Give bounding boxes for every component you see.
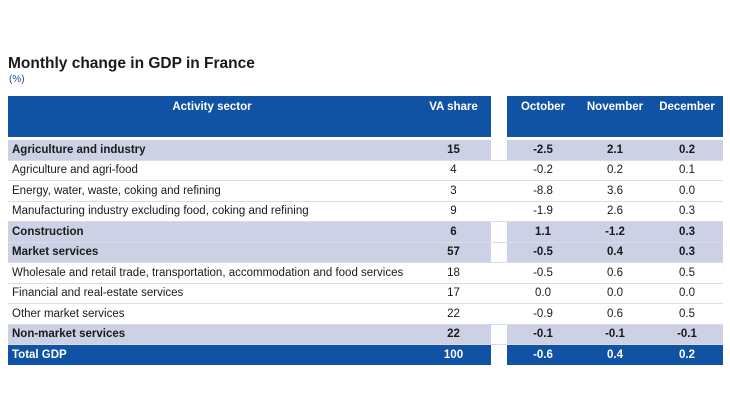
row-december: 0.5 xyxy=(651,262,723,284)
row-october: -1.9 xyxy=(507,201,579,222)
row-november: -0.1 xyxy=(579,324,651,345)
row-october: -0.1 xyxy=(507,324,579,345)
row-december: 0.2 xyxy=(651,344,723,365)
row-label: Construction xyxy=(8,221,416,243)
row-december: -0.1 xyxy=(651,324,723,345)
gdp-table: Activity sector VA share October Novembe… xyxy=(8,96,723,365)
header-october: October xyxy=(507,96,579,137)
row-share: 9 xyxy=(416,201,491,222)
header-november: November xyxy=(579,96,651,137)
row-label: Non-market services xyxy=(8,324,416,345)
header-row: Activity sector VA share October Novembe… xyxy=(8,96,723,137)
row-share: 22 xyxy=(416,324,491,345)
row-november: 0.6 xyxy=(579,303,651,325)
table-row: Energy, water, waste, coking and refinin… xyxy=(8,180,723,202)
unit-label: (%) xyxy=(9,74,25,85)
row-october: -0.2 xyxy=(507,160,579,181)
table-row-agriculture-industry: Agriculture and industry 15 -2.5 2.1 0.2 xyxy=(8,140,723,161)
row-november: -1.2 xyxy=(579,221,651,243)
row-december: 0.3 xyxy=(651,221,723,243)
row-label: Wholesale and retail trade, transportati… xyxy=(8,262,416,284)
row-november: 3.6 xyxy=(579,180,651,202)
row-november: 2.6 xyxy=(579,201,651,222)
row-october: -8.8 xyxy=(507,180,579,202)
row-december: 0.1 xyxy=(651,160,723,181)
row-october: -0.6 xyxy=(507,344,579,365)
row-december: 0.2 xyxy=(651,140,723,161)
table-row-market-services: Market services 57 -0.5 0.4 0.3 xyxy=(8,242,723,263)
row-share: 17 xyxy=(416,283,491,304)
header-va-share: VA share xyxy=(416,96,491,137)
row-december: 0.5 xyxy=(651,303,723,325)
row-label: Market services xyxy=(8,242,416,263)
row-label: Agriculture and industry xyxy=(8,140,416,161)
row-december: 0.3 xyxy=(651,201,723,222)
row-november: 2.1 xyxy=(579,140,651,161)
row-october: -0.9 xyxy=(507,303,579,325)
row-november: 0.4 xyxy=(579,242,651,263)
header-activity-sector: Activity sector xyxy=(8,96,416,137)
row-share: 15 xyxy=(416,140,491,161)
table-row-total-gdp: Total GDP 100 -0.6 0.4 0.2 xyxy=(8,344,723,365)
row-november: 0.4 xyxy=(579,344,651,365)
row-december: 0.0 xyxy=(651,180,723,202)
row-december: 0.3 xyxy=(651,242,723,263)
row-share: 3 xyxy=(416,180,491,202)
row-october: -0.5 xyxy=(507,242,579,263)
row-october: 0.0 xyxy=(507,283,579,304)
row-share: 6 xyxy=(416,221,491,243)
row-october: 1.1 xyxy=(507,221,579,243)
table-row-non-market-services: Non-market services 22 -0.1 -0.1 -0.1 xyxy=(8,324,723,345)
row-december: 0.0 xyxy=(651,283,723,304)
row-label: Energy, water, waste, coking and refinin… xyxy=(8,180,416,202)
header-gap xyxy=(491,96,507,137)
row-label: Financial and real-estate services xyxy=(8,283,416,304)
row-november: 0.6 xyxy=(579,262,651,284)
row-label: Agriculture and agri-food xyxy=(8,160,416,181)
row-share: 18 xyxy=(416,262,491,284)
row-november: 0.2 xyxy=(579,160,651,181)
row-label: Total GDP xyxy=(8,344,416,365)
table-row: Financial and real-estate services 17 0.… xyxy=(8,283,723,304)
table-row: Agriculture and agri-food 4 -0.2 0.2 0.1 xyxy=(8,160,723,181)
row-label: Manufacturing industry excluding food, c… xyxy=(8,201,416,222)
table-row-construction: Construction 6 1.1 -1.2 0.3 xyxy=(8,221,723,243)
row-share: 57 xyxy=(416,242,491,263)
table-row: Wholesale and retail trade, transportati… xyxy=(8,262,723,284)
row-october: -0.5 xyxy=(507,262,579,284)
row-october: -2.5 xyxy=(507,140,579,161)
row-share: 22 xyxy=(416,303,491,325)
row-share: 4 xyxy=(416,160,491,181)
table-row: Other market services 22 -0.9 0.6 0.5 xyxy=(8,303,723,325)
table-row: Manufacturing industry excluding food, c… xyxy=(8,201,723,222)
table-title: Monthly change in GDP in France xyxy=(8,55,255,72)
row-share: 100 xyxy=(416,344,491,365)
header-december: December xyxy=(651,96,723,137)
row-label: Other market services xyxy=(8,303,416,325)
row-november: 0.0 xyxy=(579,283,651,304)
